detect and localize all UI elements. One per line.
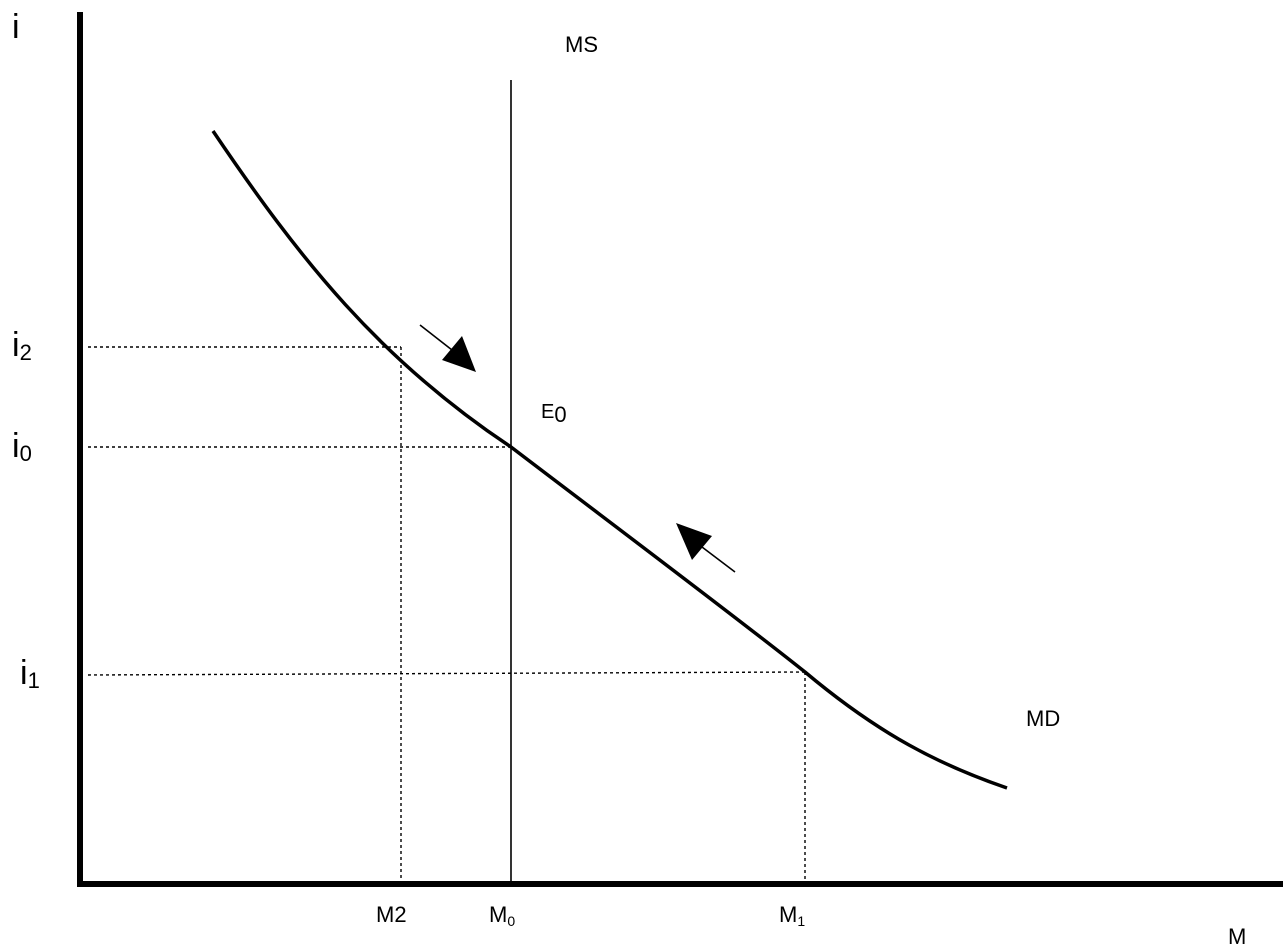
arrow-up-left-icon: [676, 523, 736, 573]
guide-i1-horizontal: [87, 671, 806, 676]
money-demand-curve: [211, 130, 1008, 790]
x-axis-label: M: [1228, 924, 1246, 949]
y-tick-i0: i0: [12, 427, 32, 466]
equilibrium-base: E: [541, 401, 554, 423]
y-tick-i1: i1: [20, 654, 40, 693]
equilibrium-sub: 0: [554, 402, 566, 427]
x-tick-m1: M1: [779, 902, 805, 929]
x-tick-m2: M2: [376, 902, 407, 927]
y-tick-i2: i2: [12, 326, 32, 365]
money-supply-label: MS: [565, 32, 598, 57]
arrow-down-right-icon: [419, 324, 476, 372]
y-axis-label: i: [12, 8, 20, 46]
x-tick-m0: M0: [489, 902, 515, 929]
equilibrium-label: E0: [541, 401, 567, 427]
money-demand-label: MD: [1026, 706, 1060, 731]
